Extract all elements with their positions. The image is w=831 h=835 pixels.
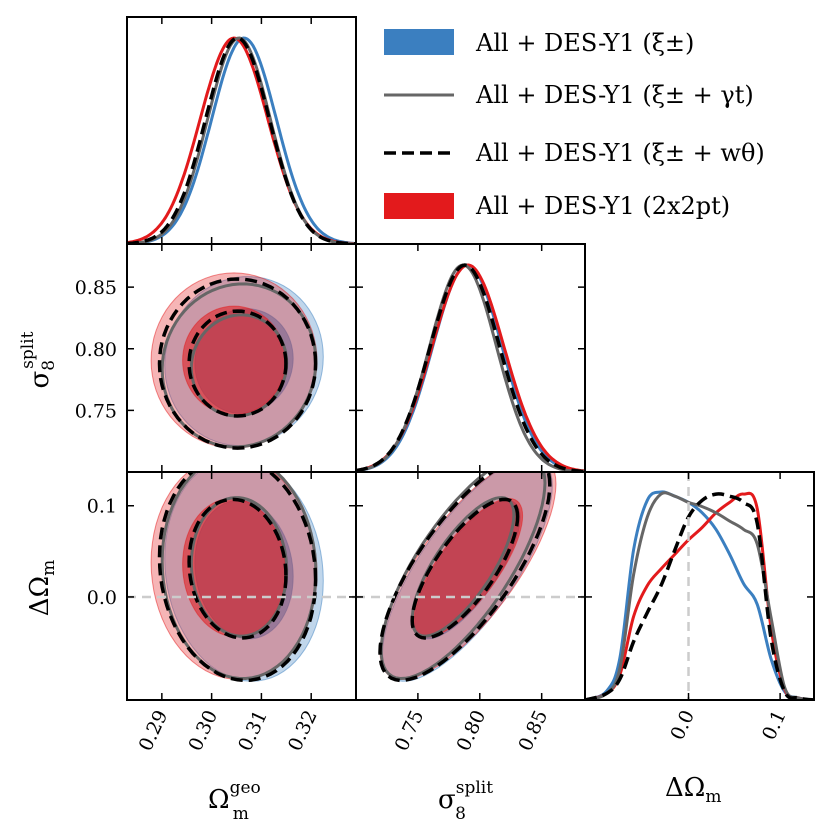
contour-all-des-y1-t--68 [189, 496, 289, 638]
marginal-all-des-y1-w- [585, 492, 814, 700]
ylabel-sigma8-split: σ8split [18, 331, 59, 388]
x-tick-label: 0.1 [758, 707, 791, 744]
legend-label-2x2pt: All + DES-Y1 (2x2pt) [475, 192, 730, 220]
x-tick-label: 0.32 [284, 707, 322, 755]
marginal-panel-sigma8_split [356, 263, 585, 472]
marginal-all-des-y1- [127, 36, 356, 244]
y-tick-label: 0.80 [75, 339, 117, 361]
contour-all-des-y1-w--95 [157, 472, 318, 683]
x-tick-label: 0.0 [666, 707, 699, 744]
contour-all-des-y1-w--68 [187, 309, 288, 418]
marginal-all-des-y1-t- [356, 263, 585, 472]
contour-all-des-y1-w--68 [410, 497, 520, 640]
panel-frames [126, 16, 815, 701]
legend: All + DES-Y1 (ξ±) All + DES-Y1 (ξ± + γt)… [384, 29, 765, 220]
marginal-all-des-y1-w- [356, 263, 585, 472]
xlabel-omega-m-geo: Ωgeo m [208, 778, 261, 824]
y-tick-label: 0.75 [75, 400, 117, 422]
contour-panel-sigma8_split-Delta_Omega_m [378, 472, 557, 683]
y-tick-label: 0.85 [75, 277, 117, 299]
contour-all-des-y1-w--95 [378, 472, 552, 683]
marginal-all-des-y1-t- [127, 36, 356, 244]
xlabel-sigma8-split: σsplit 8 [438, 778, 493, 824]
legend-swatch-xi [384, 29, 454, 55]
marginal-all-des-y1- [356, 263, 585, 472]
x-tick-label: 0.29 [135, 707, 173, 755]
x-tick-label: 0.30 [184, 707, 222, 755]
contour-panel-Omega_m_geo-Delta_Omega_m [150, 472, 324, 683]
marginal-all-des-y1-t- [585, 491, 814, 700]
ylabel-delta-omega-m: ΔΩm [25, 560, 59, 616]
axis-ticks: 0.29 0.30 0.31 0.32 0.75 0.80 0.85 0.0 0.1 0.75 0.… [75, 17, 814, 754]
y-tick-label: 0.0 [87, 587, 117, 609]
contour-all-des-y1-t--95 [160, 282, 318, 449]
x-tick-label: 0.31 [234, 707, 272, 755]
y-tick-label: 0.1 [87, 496, 117, 518]
x-tick-label: 0.80 [452, 707, 490, 755]
contour-panel-Omega_m_geo-sigma8_split [150, 272, 324, 450]
panel-frame-0-0 [126, 16, 357, 245]
contour-all-des-y1-w--68 [187, 497, 288, 640]
marginal-panel-Omega_m_geo [127, 36, 356, 244]
contour-all-des-y1-w--95 [157, 277, 318, 450]
contour-all-des-y1-2x2pt--68 [182, 305, 287, 416]
marginal-all-des-y1-2x2pt- [127, 36, 356, 244]
data-layer [127, 36, 814, 700]
marginal-all-des-y1- [585, 490, 814, 700]
panel-frame-1-1 [355, 243, 586, 473]
legend-label-xi-gamma: All + DES-Y1 (ξ± + γt) [475, 81, 754, 109]
legend-swatch-2x2pt [384, 193, 454, 219]
contour-all-des-y1-t--68 [189, 313, 289, 418]
marginal-panel-Delta_Omega_m [585, 490, 814, 700]
x-tick-label: 0.85 [514, 707, 552, 755]
legend-label-xi-w: All + DES-Y1 (ξ± + wθ) [475, 139, 765, 167]
legend-label-xi: All + DES-Y1 (ξ±) [475, 29, 694, 57]
marginal-all-des-y1-2x2pt- [356, 263, 585, 472]
x-tick-label: 0.75 [391, 707, 429, 755]
xlabel-delta-omega-m: ΔΩm [665, 773, 721, 807]
marginal-all-des-y1-w- [127, 36, 356, 244]
panel-frame-2-2 [584, 471, 815, 701]
